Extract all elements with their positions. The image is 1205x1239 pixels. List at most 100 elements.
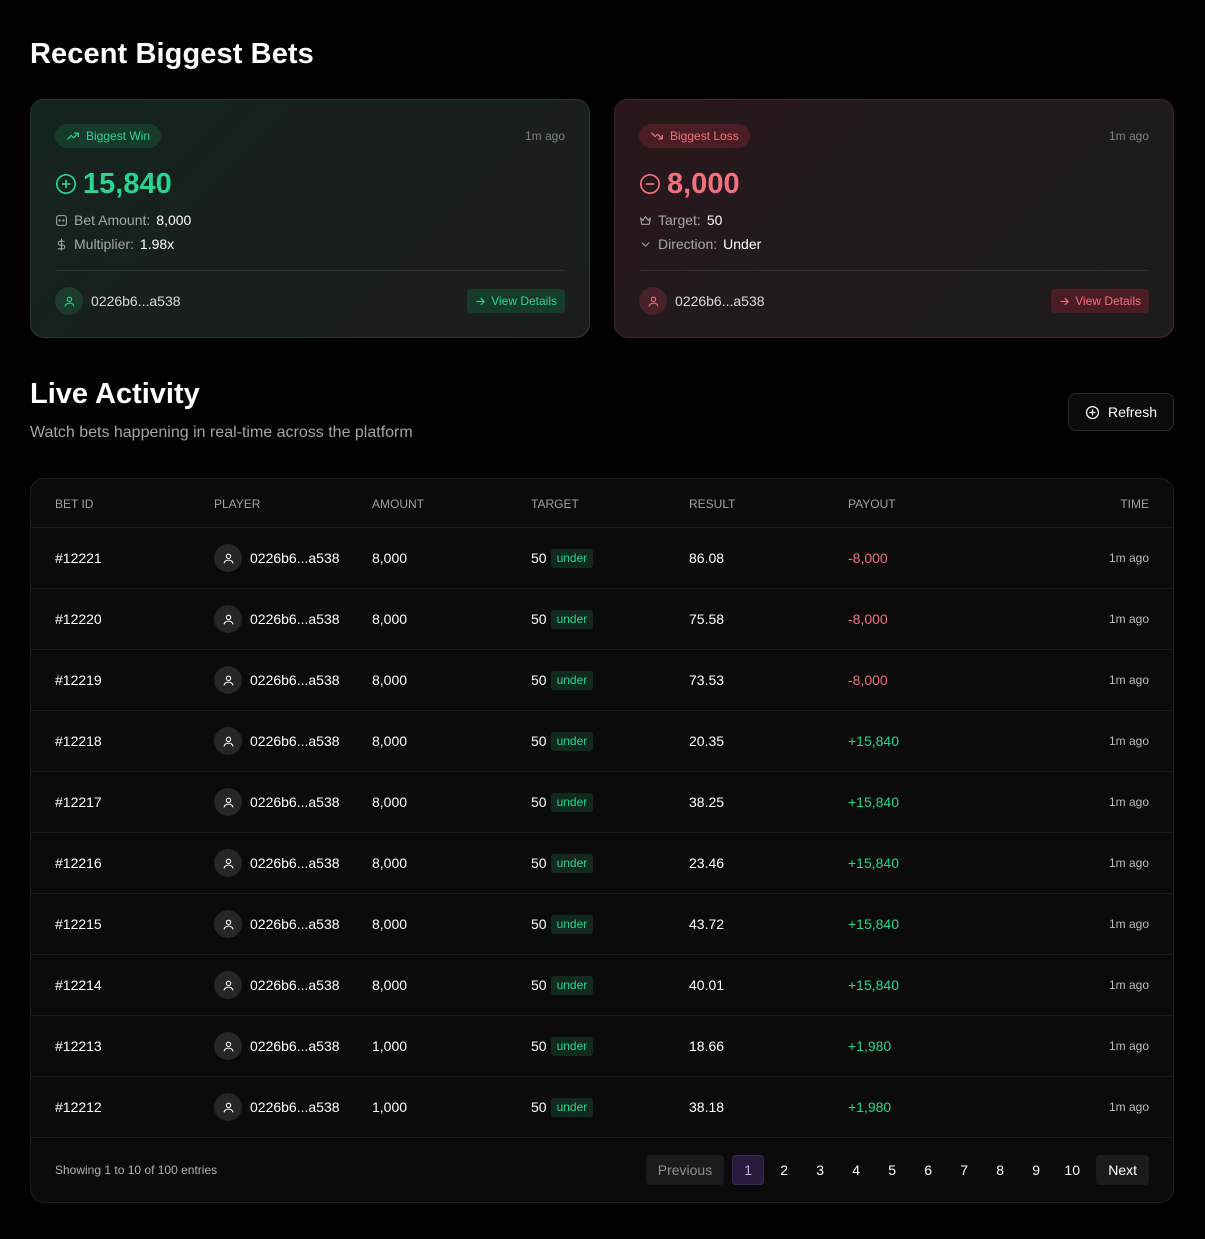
target-cell: 50 under bbox=[531, 955, 594, 1015]
bet-amount: 8,000 bbox=[372, 794, 408, 810]
page-button-8[interactable]: 8 bbox=[996, 1162, 1005, 1178]
table-row[interactable]: #12212 0226b6...a538 1,000 50 under 38.18 +1,9… bbox=[31, 1077, 1173, 1138]
table-row[interactable]: #12216 0226b6...a538 8,000 50 under 23.46 +15,… bbox=[31, 833, 1173, 894]
live-activity-table: BET ID PLAYER AMOUNT TARGET RESULT PAYOU… bbox=[30, 478, 1174, 1203]
direction-badge: under bbox=[550, 853, 594, 873]
bet-id: #12221 bbox=[55, 550, 102, 566]
page-button-7[interactable]: 7 bbox=[960, 1162, 969, 1178]
bet-time: 1m ago bbox=[1108, 612, 1149, 626]
target-cell: 50 under bbox=[531, 711, 594, 771]
bet-time: 1m ago bbox=[1108, 795, 1149, 809]
bet-amount: 8,000 bbox=[372, 733, 408, 749]
result-value: 18.66 bbox=[689, 1038, 725, 1054]
trending-up-icon bbox=[67, 132, 79, 140]
pagination: Previous 1 2 3 4 5 6 7 8 9 10 Next bbox=[645, 1155, 1149, 1185]
live-activity-subtitle: Watch bets happening in real-time across… bbox=[30, 424, 413, 441]
user-icon bbox=[223, 553, 233, 563]
refresh-button[interactable]: Refresh bbox=[1068, 393, 1174, 431]
page-button-3[interactable]: 3 bbox=[816, 1162, 825, 1178]
next-page-button[interactable]: Next bbox=[1096, 1155, 1149, 1185]
direction-badge: under bbox=[550, 731, 594, 751]
player-address: 0226b6...a538 bbox=[250, 733, 340, 749]
page-button-1[interactable]: 1 bbox=[732, 1155, 765, 1185]
target-cell: 50 under bbox=[531, 833, 594, 893]
crown-icon bbox=[640, 215, 651, 225]
win-multiplier: Multiplier: 1.98x bbox=[55, 232, 565, 256]
bet-id: #12213 bbox=[55, 1038, 102, 1054]
result-value: 38.25 bbox=[689, 794, 725, 810]
result-value: 86.08 bbox=[689, 550, 725, 566]
direction-badge: under bbox=[550, 609, 594, 629]
page-button-6[interactable]: 6 bbox=[924, 1162, 933, 1178]
avatar bbox=[214, 1032, 242, 1060]
bet-time: 1m ago bbox=[1108, 1039, 1149, 1053]
page-button-4[interactable]: 4 bbox=[852, 1162, 861, 1178]
user-icon bbox=[223, 1102, 233, 1112]
avatar bbox=[55, 287, 83, 315]
bet-id: #12218 bbox=[55, 733, 102, 749]
table-row[interactable]: #12213 0226b6...a538 1,000 50 under 18.66 +1,9… bbox=[31, 1016, 1173, 1077]
payout-value: +1,980 bbox=[848, 1099, 892, 1115]
loss-view-details-button[interactable]: View Details bbox=[1051, 289, 1149, 313]
bet-amount: 1,000 bbox=[372, 1038, 408, 1054]
loss-amount: 8,000 bbox=[667, 167, 740, 200]
page-button-10[interactable]: 10 bbox=[1064, 1162, 1080, 1178]
col-player: PLAYER bbox=[214, 497, 261, 511]
table-row[interactable]: #12217 0226b6...a538 8,000 50 under 38.25 +15,… bbox=[31, 772, 1173, 833]
payout-value: -8,000 bbox=[848, 672, 888, 688]
page-button-2[interactable]: 2 bbox=[780, 1162, 789, 1178]
page-button-9[interactable]: 9 bbox=[1032, 1162, 1041, 1178]
bet-id: #12220 bbox=[55, 611, 102, 627]
user-icon bbox=[223, 675, 233, 685]
result-value: 20.35 bbox=[689, 733, 725, 749]
table-row[interactable]: #12214 0226b6...a538 8,000 50 under 40.01 +15,… bbox=[31, 955, 1173, 1016]
target-cell: 50 under bbox=[531, 1077, 594, 1137]
payout-value: -8,000 bbox=[848, 611, 888, 627]
page-title: Recent Biggest Bets bbox=[30, 38, 314, 70]
direction-badge: under bbox=[550, 1036, 594, 1056]
target-value: 50 bbox=[531, 794, 547, 810]
user-icon bbox=[223, 736, 233, 746]
bet-time: 1m ago bbox=[1108, 917, 1149, 931]
payout-value: +15,840 bbox=[848, 794, 899, 810]
user-icon bbox=[223, 797, 233, 807]
col-target: TARGET bbox=[531, 497, 579, 511]
target-value: 50 bbox=[531, 611, 547, 627]
user-icon bbox=[648, 296, 658, 306]
avatar bbox=[214, 788, 242, 816]
result-value: 75.58 bbox=[689, 611, 725, 627]
direction-badge: under bbox=[550, 1097, 594, 1117]
target-value: 50 bbox=[531, 550, 547, 566]
direction-badge: under bbox=[550, 792, 594, 812]
avatar bbox=[214, 666, 242, 694]
bet-time: 1m ago bbox=[1108, 856, 1149, 870]
table-row[interactable]: #12218 0226b6...a538 8,000 50 under 20.35 +15,… bbox=[31, 711, 1173, 772]
payout-value: +15,840 bbox=[848, 977, 899, 993]
table-row[interactable]: #12220 0226b6...a538 8,000 50 under 75.58 -8,0… bbox=[31, 589, 1173, 650]
result-value: 23.46 bbox=[689, 855, 725, 871]
direction-badge: under bbox=[550, 548, 594, 568]
target-value: 50 bbox=[531, 855, 547, 871]
avatar bbox=[214, 544, 242, 572]
result-value: 73.53 bbox=[689, 672, 725, 688]
bet-id: #12216 bbox=[55, 855, 102, 871]
target-value: 50 bbox=[531, 733, 547, 749]
table-footer: Showing 1 to 10 of 100 entries Previous … bbox=[31, 1138, 1173, 1202]
page-button-5[interactable]: 5 bbox=[888, 1162, 897, 1178]
table-row[interactable]: #12219 0226b6...a538 8,000 50 under 73.53 -8,0… bbox=[31, 650, 1173, 711]
avatar bbox=[214, 910, 242, 938]
bet-time: 1m ago bbox=[1108, 978, 1149, 992]
win-view-details-button[interactable]: View Details bbox=[467, 289, 565, 313]
bet-amount: 8,000 bbox=[372, 916, 408, 932]
table-row[interactable]: #12221 0226b6...a538 8,000 50 under 86.08 -8,0… bbox=[31, 528, 1173, 589]
card-divider bbox=[639, 270, 1149, 271]
table-row[interactable]: #12215 0226b6...a538 8,000 50 under 43.72 +15,… bbox=[31, 894, 1173, 955]
target-cell: 50 under bbox=[531, 894, 594, 954]
avatar bbox=[214, 727, 242, 755]
bet-amount: 8,000 bbox=[372, 672, 408, 688]
bet-id: #12212 bbox=[55, 1099, 102, 1115]
player-cell: 0226b6...a538 bbox=[214, 955, 340, 1015]
player-address: 0226b6...a538 bbox=[250, 977, 340, 993]
player-address: 0226b6...a538 bbox=[250, 550, 340, 566]
previous-page-button[interactable]: Previous bbox=[645, 1155, 725, 1185]
